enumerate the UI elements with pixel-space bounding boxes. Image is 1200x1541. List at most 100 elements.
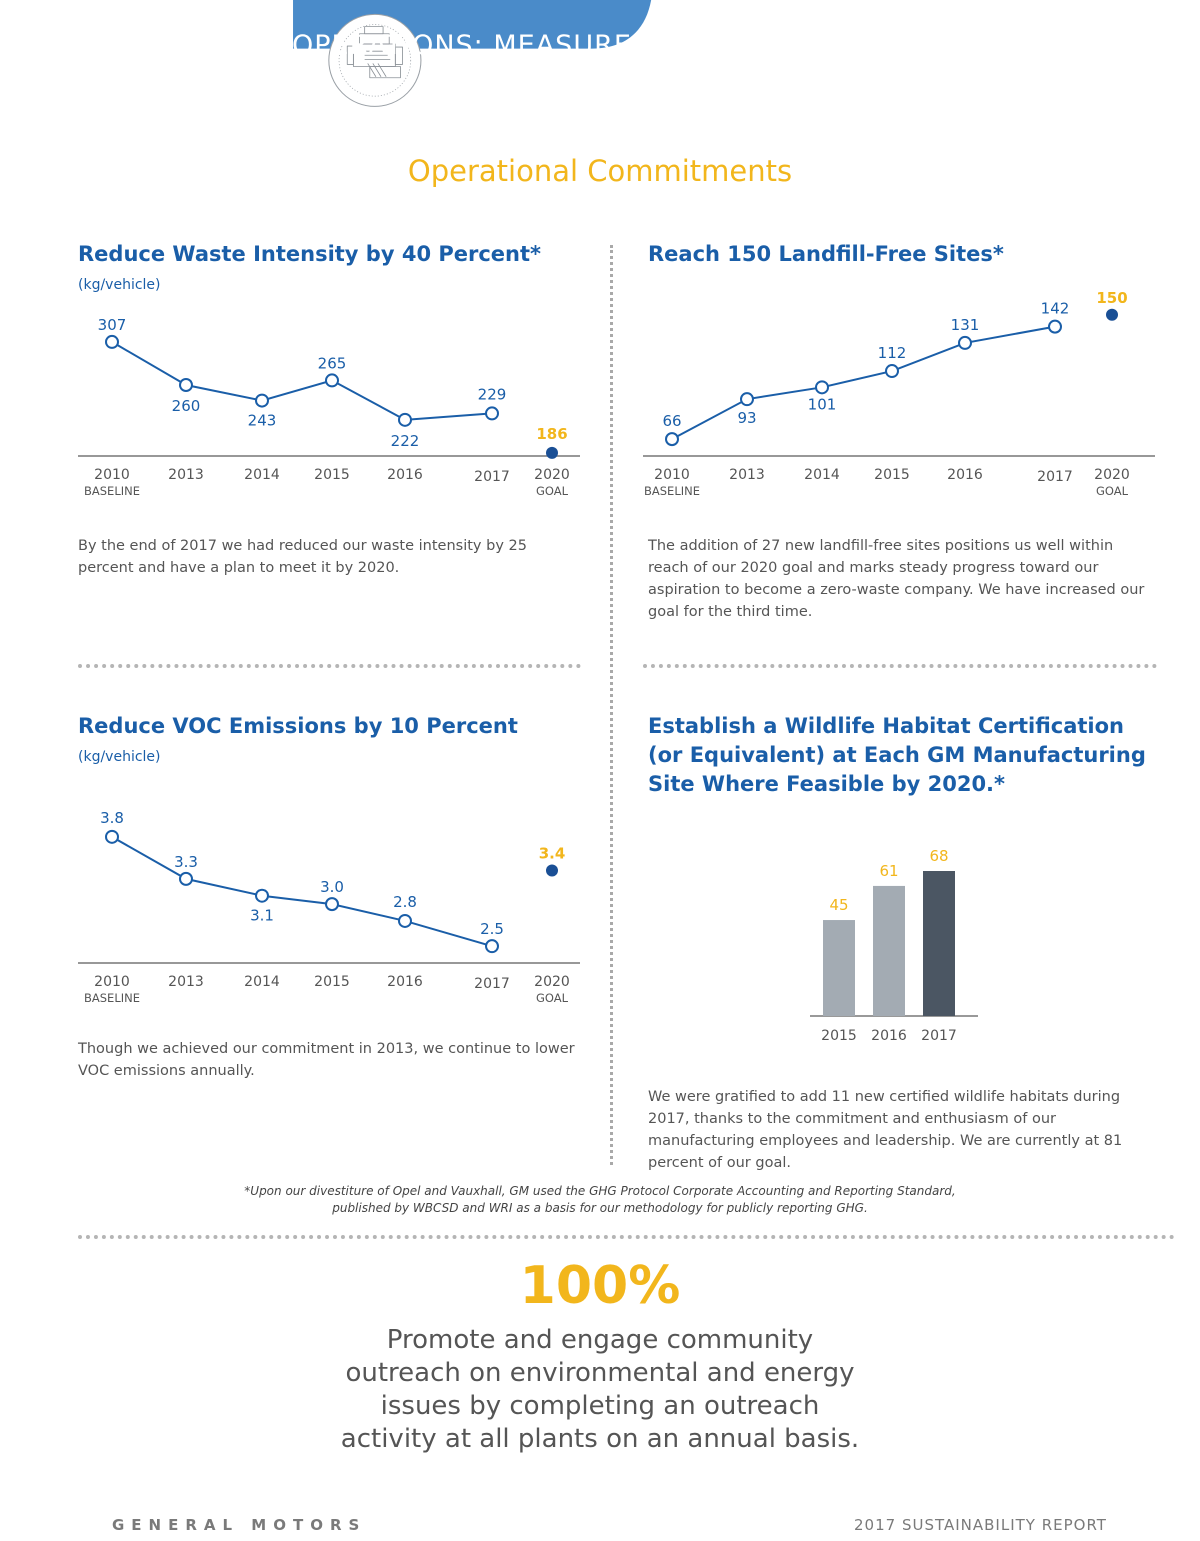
- x-tick-label: 2015: [314, 467, 350, 483]
- series-line: [671, 325, 1056, 441]
- data-label: 229: [478, 385, 507, 403]
- data-point: [958, 335, 972, 350]
- x-tick-label: 2017: [921, 1028, 957, 1044]
- data-label: 2.5: [480, 920, 504, 938]
- data-point: [1048, 319, 1062, 334]
- x-tick-label: 2010: [94, 467, 130, 483]
- data-label: 3.8: [100, 809, 124, 827]
- data-point: [398, 412, 412, 427]
- x-tick-label: 2020: [1094, 467, 1130, 483]
- x-tick-label: 2016: [871, 1028, 907, 1044]
- footnote: *Upon our divestiture of Opel and Vauxha…: [0, 1183, 1200, 1217]
- header-banner: [293, 0, 652, 107]
- data-label: 101: [808, 395, 837, 413]
- goal-point: [546, 864, 558, 877]
- landfill-description: The addition of 27 new landfill-free sit…: [648, 538, 1145, 620]
- data-label: 260: [172, 397, 201, 415]
- page-title: Operational Commitments: [407, 154, 793, 188]
- voc-unit: (kg/vehicle): [78, 749, 161, 765]
- waste-unit: (kg/vehicle): [78, 277, 161, 293]
- x-tick-sublabel: GOAL: [536, 991, 569, 1005]
- wildlife-title-line-2: (or Equivalent) at Each GM Manufacturing: [648, 743, 1146, 767]
- data-label: 3.1: [250, 907, 274, 925]
- bar-value-label: 68: [929, 847, 948, 865]
- wildlife-title: Establish a Wildlife Habitat Certificati…: [648, 712, 1146, 799]
- voc-description: Though we achieved our commitment in 201…: [78, 1041, 575, 1079]
- data-point: [325, 373, 339, 388]
- community-stat: 100%: [519, 1256, 681, 1316]
- x-tick-label: 2016: [947, 467, 983, 483]
- data-point: [665, 432, 679, 447]
- data-point: [325, 897, 339, 912]
- x-tick-label: 2010: [94, 974, 130, 990]
- x-tick-label: 2014: [244, 467, 280, 483]
- x-tick-label: 2017: [474, 469, 510, 485]
- x-tick-label: 2017: [1037, 469, 1073, 485]
- data-label: 66: [662, 412, 681, 430]
- x-tick-label: 2015: [314, 974, 350, 990]
- footer-report-title: 2017 SUSTAINABILITY REPORT: [854, 1516, 1107, 1534]
- data-point: [398, 913, 412, 928]
- data-point: [255, 393, 269, 408]
- x-tick-sublabel: GOAL: [1096, 484, 1129, 498]
- x-tick-label: 2015: [821, 1028, 857, 1044]
- horizontal-divider-left: [78, 664, 581, 668]
- bar: [823, 920, 855, 1016]
- data-point: [740, 392, 754, 407]
- footer-brand: GENERAL MOTORS: [112, 1516, 367, 1534]
- data-point: [885, 364, 899, 379]
- x-tick-label: 2014: [244, 974, 280, 990]
- data-label: 93: [737, 409, 756, 427]
- x-tick-label: 2017: [474, 976, 510, 992]
- x-tick-label: 2013: [168, 974, 204, 990]
- x-tick-label: 2020: [534, 467, 570, 483]
- x-tick-sublabel: GOAL: [536, 484, 569, 498]
- data-label: 243: [248, 412, 277, 430]
- bar-value-label: 45: [829, 896, 848, 914]
- data-point: [485, 406, 499, 421]
- bar: [923, 871, 955, 1016]
- x-tick-label: 2016: [387, 467, 423, 483]
- data-label: 2.8: [393, 893, 417, 911]
- horizontal-divider-right: [643, 664, 1157, 668]
- series-line: [111, 835, 493, 948]
- x-tick-label: 2013: [729, 467, 765, 483]
- data-label: 131: [951, 316, 980, 334]
- data-point: [815, 380, 829, 395]
- data-label: 3.0: [320, 878, 344, 896]
- data-label: 3.3: [174, 853, 198, 871]
- bar: [873, 885, 905, 1016]
- x-tick-sublabel: BASELINE: [84, 991, 140, 1005]
- x-tick-label: 2014: [804, 467, 840, 483]
- goal-point: [1106, 308, 1118, 321]
- community-text: Promote and engage community outreach on…: [340, 1325, 860, 1454]
- bar-value-label: 61: [879, 862, 898, 880]
- goal-label: 186: [536, 425, 567, 443]
- data-point: [105, 829, 119, 844]
- x-tick-sublabel: BASELINE: [84, 484, 140, 498]
- horizontal-divider-bottom: [78, 1235, 1175, 1239]
- data-label: 222: [391, 432, 420, 450]
- data-point: [255, 888, 269, 903]
- x-tick-label: 2013: [168, 467, 204, 483]
- goal-label: 150: [1096, 289, 1127, 307]
- x-tick-label: 2010: [654, 467, 690, 483]
- waste-title: Reduce Waste Intensity by 40 Percent*: [78, 242, 542, 266]
- data-label: 265: [318, 354, 347, 372]
- data-label: 307: [98, 316, 127, 334]
- landfill-title: Reach 150 Landfill-Free Sites*: [648, 242, 1004, 266]
- x-tick-label: 2015: [874, 467, 910, 483]
- footnote-line-1: *Upon our divestiture of Opel and Vauxha…: [244, 1184, 956, 1198]
- data-label: 112: [878, 344, 907, 362]
- wildlife-title-line-1: Establish a Wildlife Habitat Certificati…: [648, 714, 1124, 738]
- wildlife-bar-chart: 45 2015 61 2016 68 2017: [810, 847, 978, 1044]
- vertical-divider: [610, 245, 613, 1165]
- goal-point: [546, 446, 558, 459]
- data-point: [179, 871, 193, 886]
- data-point: [105, 334, 119, 349]
- x-tick-label: 2020: [534, 974, 570, 990]
- waste-description: By the end of 2017 we had reduced our wa…: [78, 538, 527, 576]
